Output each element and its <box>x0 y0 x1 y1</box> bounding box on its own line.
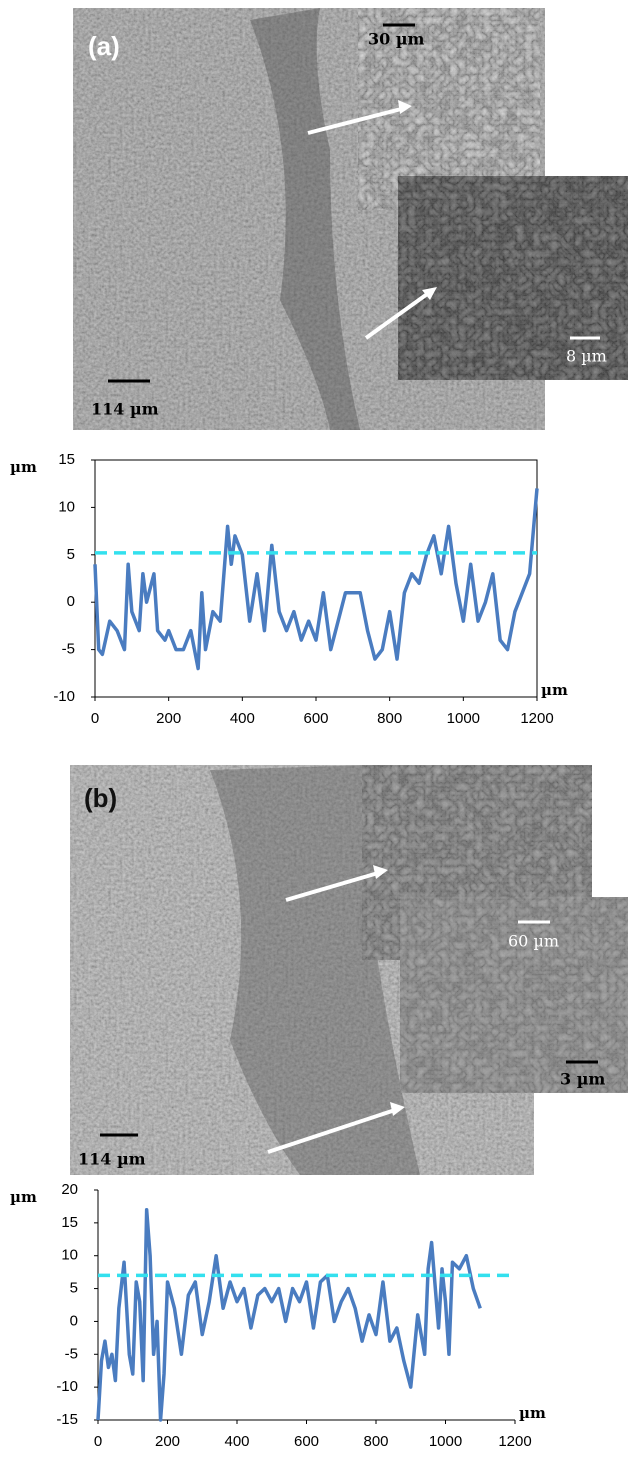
y-axis-label: µm <box>10 1188 37 1206</box>
x-tick-label: 0 <box>94 1433 102 1450</box>
x-tick-label: 400 <box>230 710 255 727</box>
x-tick-label: 200 <box>155 1433 180 1450</box>
scale-label: 114 µm <box>78 1150 146 1169</box>
x-tick-label: 1000 <box>447 710 480 727</box>
x-tick-label: 800 <box>363 1433 388 1450</box>
plot-frame <box>94 459 538 698</box>
y-tick-label: -5 <box>62 641 75 658</box>
y-tick-label: -5 <box>65 1345 78 1362</box>
x-tick-label: 400 <box>224 1433 249 1450</box>
y-tick-label: -10 <box>53 688 75 705</box>
x-tick-label: 600 <box>294 1433 319 1450</box>
y-tick-label: 10 <box>61 1247 78 1264</box>
scale-label: 30 µm <box>368 30 425 49</box>
y-tick-label: 0 <box>67 593 75 610</box>
y-tick-label: -15 <box>56 1411 78 1428</box>
scale-label: 114 µm <box>91 400 159 419</box>
y-tick-label: 5 <box>67 546 75 563</box>
scale-label: 3 µm <box>560 1070 605 1089</box>
profile-line <box>96 1207 482 1422</box>
panel-label: (b) <box>84 783 117 813</box>
y-axis-label: µm <box>10 458 37 476</box>
x-tick-label: 600 <box>303 710 328 727</box>
panel-label: (a) <box>88 31 120 61</box>
sem-image-a: (a) 30 µm 8 µm 114 µm <box>73 8 628 430</box>
x-tick-label: 200 <box>156 710 181 727</box>
y-tick-label: 0 <box>70 1312 78 1329</box>
y-tick-label: 15 <box>58 451 75 468</box>
scale-label: 60 µm <box>508 932 559 951</box>
scale-label: 8 µm <box>566 347 607 366</box>
x-tick-label: 1200 <box>498 1433 531 1450</box>
sem-image-b: (b) 60 µm 3 µm 114 µm <box>70 765 628 1175</box>
x-axis-label: µm <box>519 1404 546 1422</box>
y-tick-label: -10 <box>56 1378 78 1395</box>
x-tick-label: 1000 <box>429 1433 462 1450</box>
y-tick-label: 5 <box>70 1280 78 1297</box>
y-tick-label: 10 <box>58 498 75 515</box>
y-tick-label: 20 <box>61 1181 78 1198</box>
x-tick-label: 1200 <box>520 710 553 727</box>
x-axis-label: µm <box>541 681 568 699</box>
profile-line <box>93 488 539 671</box>
y-tick-label: 15 <box>61 1214 78 1231</box>
x-tick-label: 0 <box>91 710 99 727</box>
x-tick-label: 800 <box>377 710 402 727</box>
